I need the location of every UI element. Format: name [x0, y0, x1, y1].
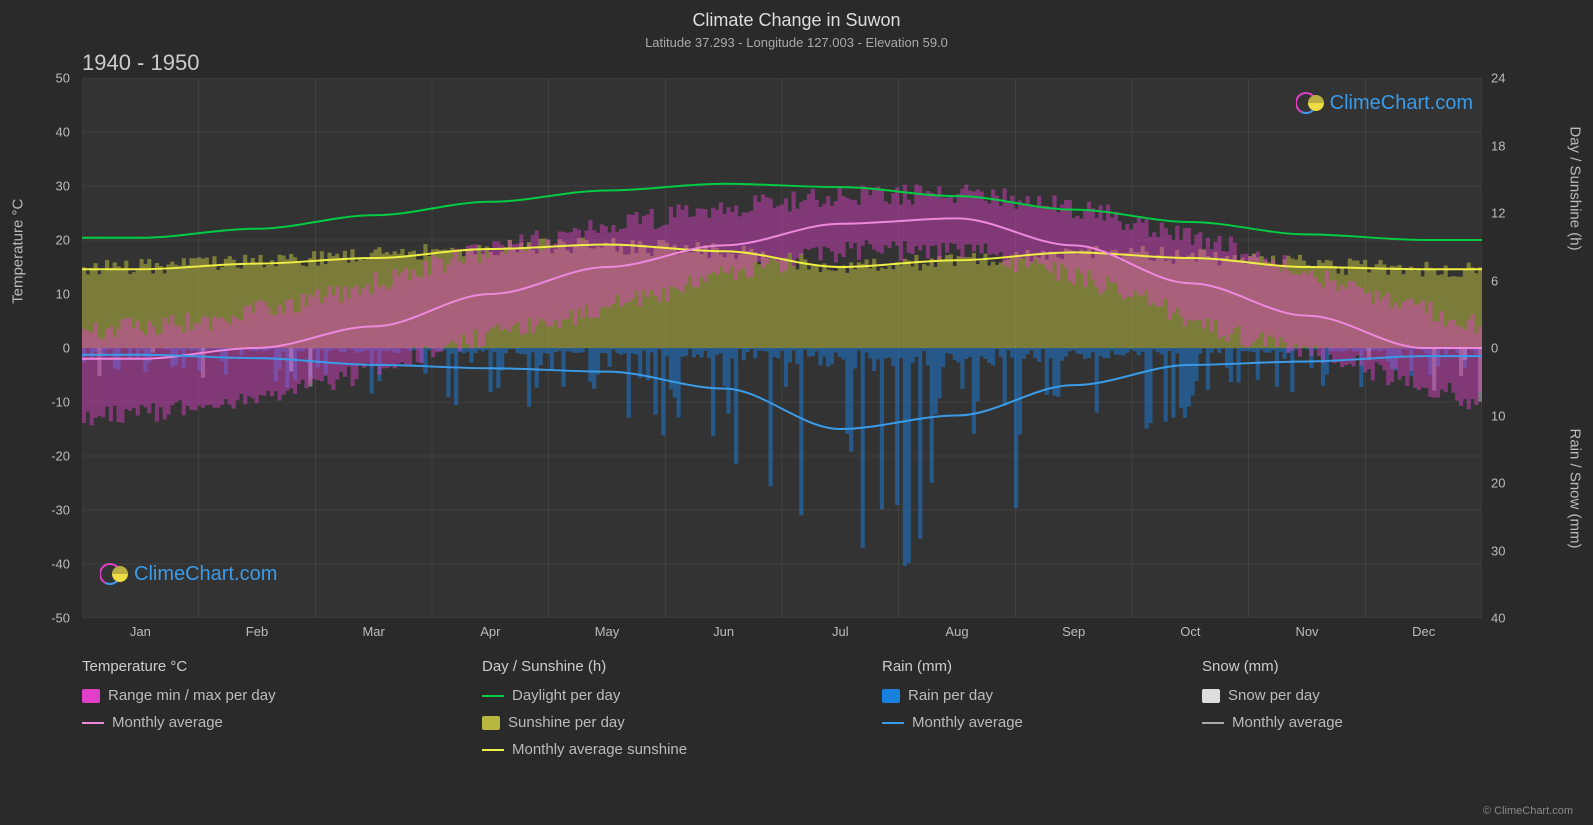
plot-svg — [82, 78, 1482, 618]
legend-swatch — [882, 722, 904, 724]
chart-container: Climate Change in Suwon Latitude 37.293 … — [0, 0, 1593, 825]
x-tick: May — [595, 624, 620, 639]
legend-label: Range min / max per day — [108, 687, 276, 704]
y-tick: 0 — [1491, 341, 1498, 356]
y-tick: 24 — [1491, 71, 1505, 86]
y-axis-left-ticks: 50403020100-10-20-30-40-50 — [0, 78, 78, 618]
year-label: 1940 - 1950 — [82, 50, 199, 76]
legend-label: Monthly average — [1232, 714, 1343, 731]
y-tick: 30 — [1491, 543, 1505, 558]
legend-swatch — [1202, 722, 1224, 724]
legend-label: Snow per day — [1228, 687, 1320, 704]
legend-col-temp: Temperature °C Range min / max per day Mo… — [82, 658, 422, 758]
y-tick: -20 — [51, 449, 70, 464]
watermark-text: ClimeChart.com — [134, 563, 277, 586]
y-tick: 10 — [1491, 408, 1505, 423]
legend-header: Rain (mm) — [882, 658, 1142, 675]
legend-label: Sunshine per day — [508, 714, 625, 731]
legend-item: Range min / max per day — [82, 687, 422, 704]
legend-item: Monthly average — [82, 714, 422, 731]
y-tick: 18 — [1491, 138, 1505, 153]
y-tick: 10 — [56, 287, 70, 302]
legend-item: Monthly average sunshine — [482, 741, 822, 758]
chart-subtitle: Latitude 37.293 - Longitude 127.003 - El… — [0, 31, 1593, 50]
y-tick: 50 — [56, 71, 70, 86]
y-axis-right-ticks: 2418126010203040 — [1483, 78, 1561, 618]
watermark-top: ClimeChart.com — [1296, 88, 1473, 118]
legend-item: Daylight per day — [482, 687, 822, 704]
x-tick: Aug — [945, 624, 968, 639]
legend-label: Monthly average — [912, 714, 1023, 731]
legend-label: Monthly average — [112, 714, 223, 731]
legend-item: Rain per day — [882, 687, 1142, 704]
legend-label: Daylight per day — [512, 687, 620, 704]
x-tick: Jul — [832, 624, 849, 639]
legend-col-daysun: Day / Sunshine (h) Daylight per day Sunsh… — [482, 658, 822, 758]
legend-swatch — [482, 716, 500, 730]
watermark-text: ClimeChart.com — [1330, 92, 1473, 115]
logo-icon — [1296, 88, 1326, 118]
x-tick: Jan — [130, 624, 151, 639]
legend-area: Temperature °C Range min / max per day Mo… — [82, 658, 1482, 758]
legend-swatch — [482, 749, 504, 751]
legend-swatch — [82, 722, 104, 724]
y-tick: 40 — [56, 125, 70, 140]
legend-item: Monthly average — [1202, 714, 1462, 731]
y-tick: -40 — [51, 557, 70, 572]
y-tick: -30 — [51, 503, 70, 518]
y-tick: 20 — [56, 233, 70, 248]
x-tick: Nov — [1295, 624, 1318, 639]
x-axis-ticks: Jan Feb Mar Apr May Jun Jul Aug Sep Oct Nov Dec — [82, 620, 1482, 650]
legend-col-rain: Rain (mm) Rain per day Monthly average — [882, 658, 1142, 758]
y-tick: 30 — [56, 179, 70, 194]
x-tick: Sep — [1062, 624, 1085, 639]
y-tick: 20 — [1491, 476, 1505, 491]
y-tick: 6 — [1491, 273, 1498, 288]
legend-item: Snow per day — [1202, 687, 1462, 704]
legend-swatch — [82, 689, 100, 703]
legend-swatch — [1202, 689, 1220, 703]
legend-item: Monthly average — [882, 714, 1142, 731]
x-tick: Apr — [480, 624, 500, 639]
y-tick: -50 — [51, 611, 70, 626]
y-tick: -10 — [51, 395, 70, 410]
legend-label: Monthly average sunshine — [512, 741, 687, 758]
legend-item: Sunshine per day — [482, 714, 822, 731]
x-tick: Dec — [1412, 624, 1435, 639]
y-axis-right-bottom-label: Rain / Snow (mm) — [1567, 428, 1584, 548]
legend-header: Day / Sunshine (h) — [482, 658, 822, 675]
x-tick: Jun — [713, 624, 734, 639]
chart-title: Climate Change in Suwon — [0, 0, 1593, 31]
y-tick: 12 — [1491, 206, 1505, 221]
y-axis-right-top-label: Day / Sunshine (h) — [1567, 126, 1584, 250]
legend-label: Rain per day — [908, 687, 993, 704]
copyright-text: © ClimeChart.com — [1483, 805, 1573, 817]
logo-icon — [100, 559, 130, 589]
legend-header: Snow (mm) — [1202, 658, 1462, 675]
x-tick: Mar — [362, 624, 384, 639]
legend-col-snow: Snow (mm) Snow per day Monthly average — [1202, 658, 1462, 758]
y-tick: 40 — [1491, 611, 1505, 626]
plot-area — [82, 78, 1482, 618]
watermark-bottom: ClimeChart.com — [100, 559, 277, 589]
legend-header: Temperature °C — [82, 658, 422, 675]
y-tick: 0 — [63, 341, 70, 356]
x-tick: Oct — [1180, 624, 1200, 639]
legend-swatch — [482, 695, 504, 697]
legend-swatch — [882, 689, 900, 703]
x-tick: Feb — [246, 624, 268, 639]
